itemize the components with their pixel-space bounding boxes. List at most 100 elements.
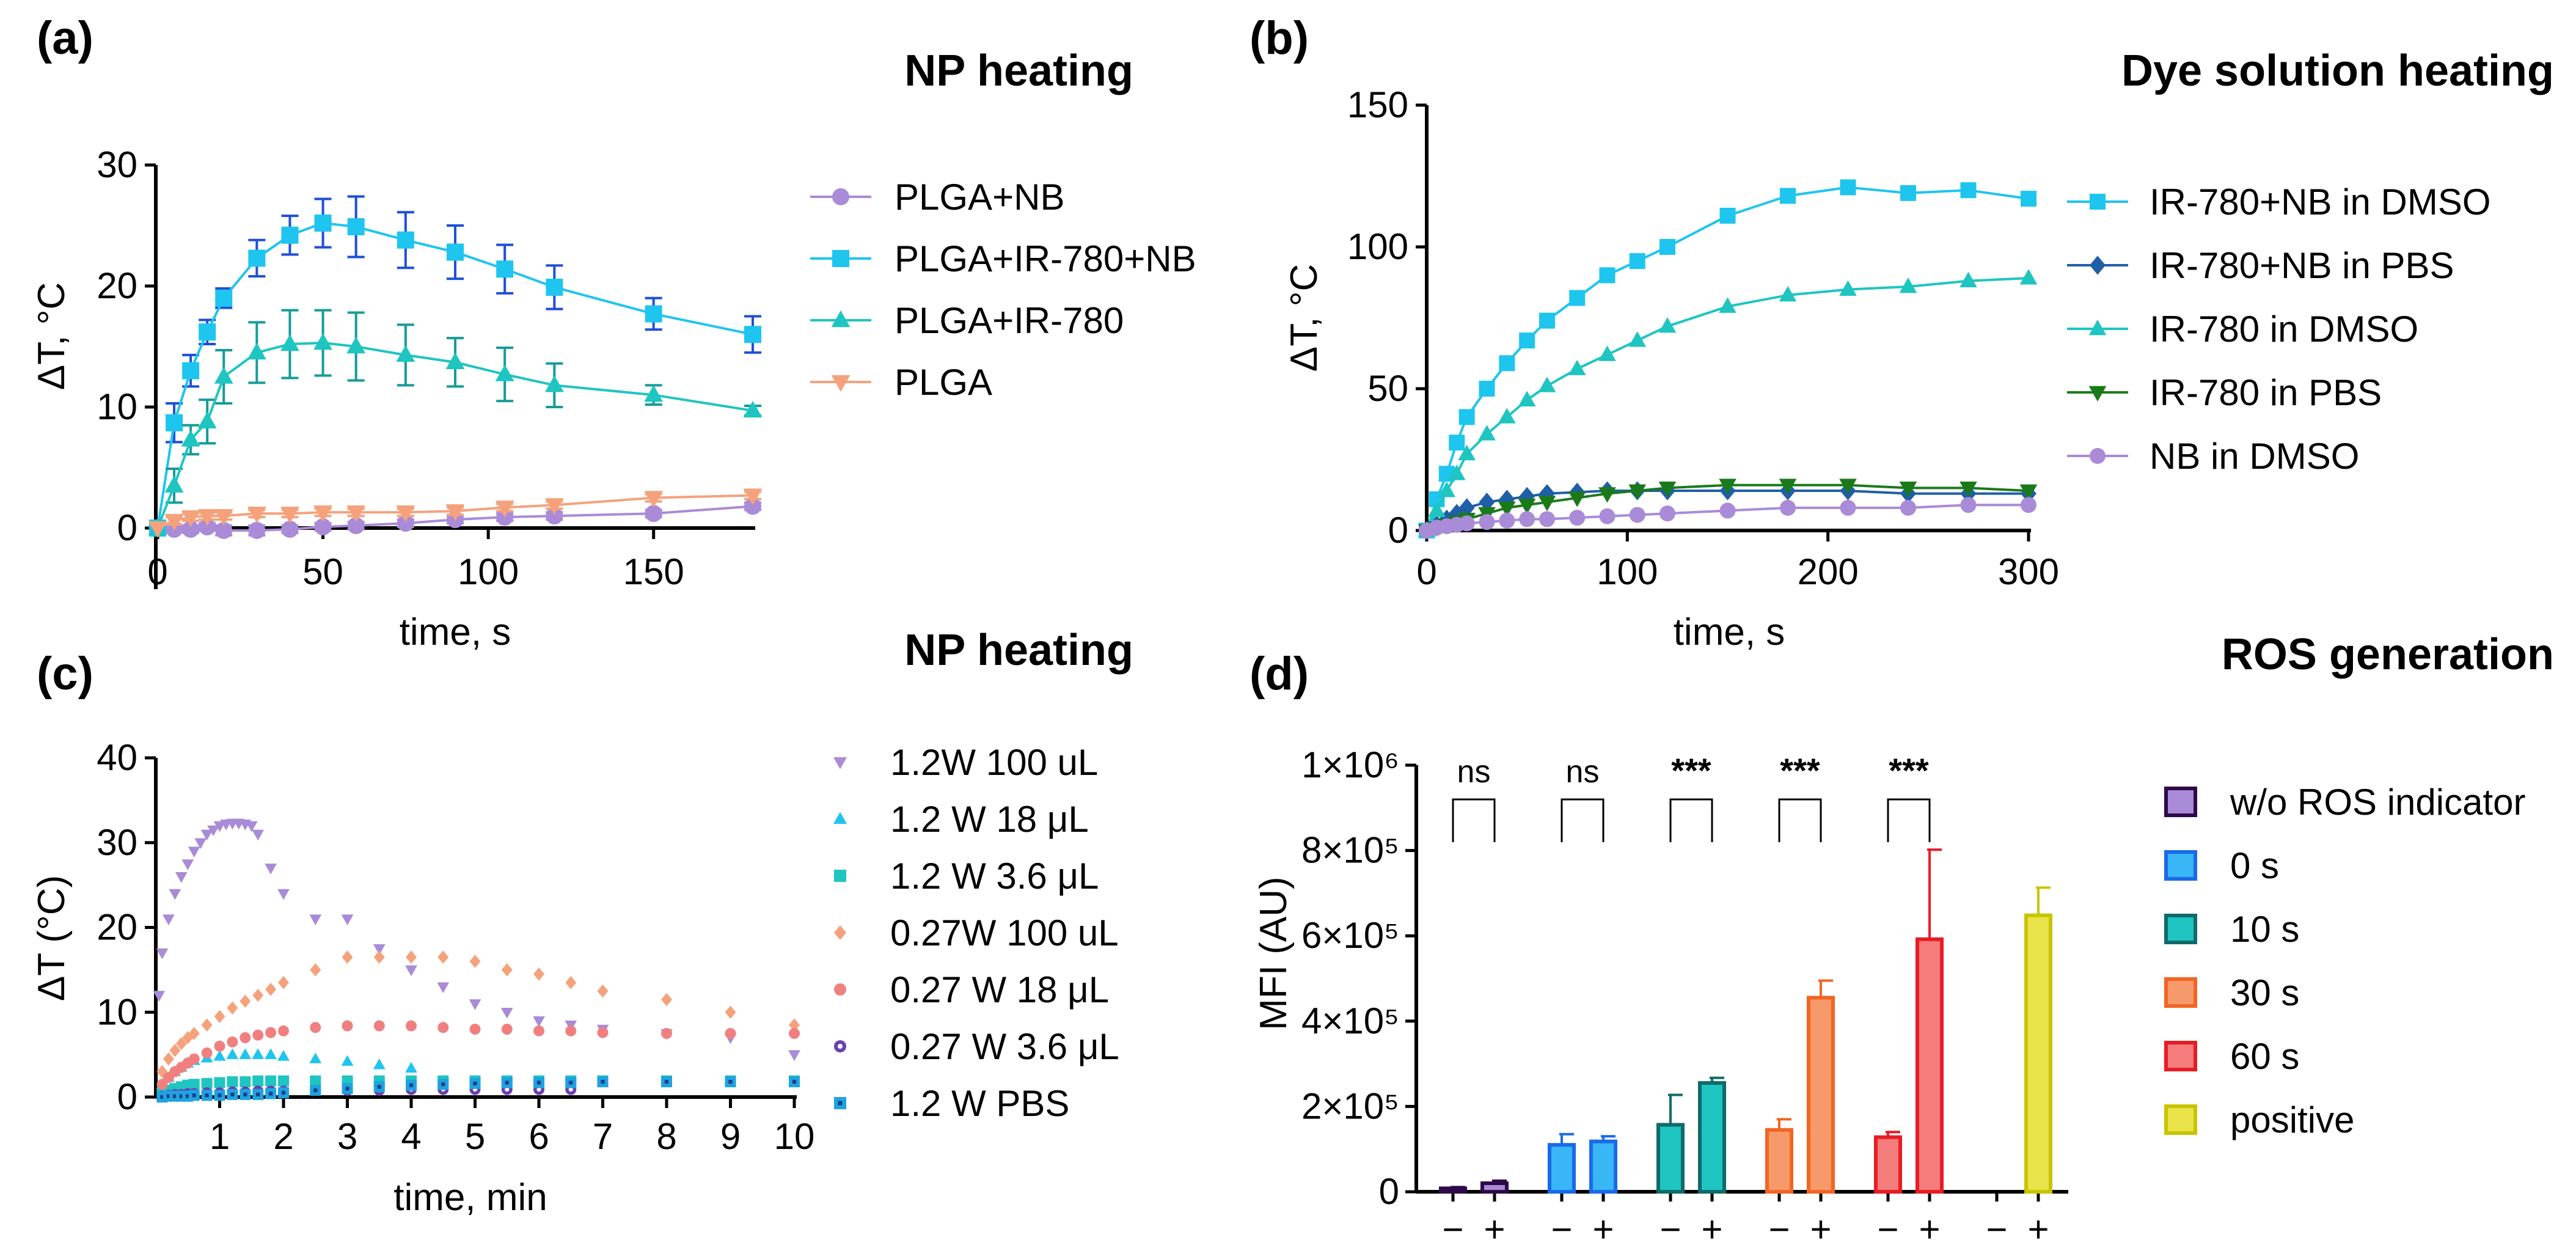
data-point-dot: [728, 1079, 733, 1084]
panel-c-title: NP heating: [904, 626, 1133, 675]
series-2: [148, 309, 763, 535]
y-tick-label: 150: [1347, 84, 1408, 125]
legend-item: PLGA+NB: [810, 177, 1064, 218]
data-point: [1628, 331, 1647, 347]
data-point: [743, 488, 763, 505]
y-tick-label: 0: [117, 1076, 137, 1117]
data-point: [265, 1027, 277, 1038]
data-point: [313, 505, 332, 523]
legend-swatch: [2164, 977, 2197, 1008]
data-point: [181, 430, 200, 447]
data-point: [744, 326, 761, 343]
data-point-dot: [569, 1081, 573, 1085]
data-point: [1539, 312, 1555, 329]
data-point: [309, 914, 322, 925]
data-point: [1499, 355, 1515, 372]
data-point: [252, 988, 264, 1002]
x-tick-label: 2: [273, 1116, 293, 1157]
data-point: [788, 1050, 800, 1061]
data-point-dot: [218, 1093, 222, 1098]
x-tick-label: +: [1810, 1209, 1831, 1250]
data-point: [1658, 482, 1677, 497]
series-4: [1419, 497, 2036, 538]
data-point: [148, 521, 167, 538]
data-point: [163, 914, 175, 925]
data-point: [1458, 498, 1475, 518]
data-point-dot: [377, 1085, 381, 1089]
data-point: [1598, 487, 1616, 503]
data-point: [496, 260, 514, 278]
legend-marker: [831, 375, 851, 392]
significance-label: ***: [1671, 751, 1711, 790]
data-point: [546, 507, 563, 525]
data-point: [1839, 280, 1857, 296]
data-point: [405, 965, 417, 977]
data-point: [1899, 482, 1917, 497]
data-point: [661, 1027, 672, 1039]
legend-item: 10 s: [2164, 909, 2299, 950]
significance-bracket: [1561, 798, 1605, 842]
legend-marker-dot: [838, 1101, 843, 1106]
data-point-dot: [230, 1092, 235, 1096]
data-point: [1899, 277, 1917, 293]
bar: [1480, 1181, 1509, 1194]
x-tick-label: −: [1442, 1209, 1463, 1250]
data-point: [1478, 425, 1496, 441]
data-point: [281, 226, 299, 244]
legend-item: NB in DMSO: [2067, 436, 2359, 477]
data-point: [396, 505, 415, 523]
data-point: [397, 515, 414, 532]
data-point: [252, 1048, 265, 1059]
data-point: [373, 944, 386, 955]
panel-d-ylabel: MFI (AU): [1253, 876, 1295, 1030]
data-point: [789, 1027, 800, 1039]
data-point: [1598, 345, 1616, 361]
series-1: [149, 195, 761, 537]
legend-label: PLGA+NB: [895, 177, 1064, 218]
series-3: [148, 488, 763, 538]
legend-label: w/o ROS indicator: [2230, 782, 2526, 823]
data-point: [405, 1062, 417, 1073]
data-point: [197, 411, 217, 428]
legend-item: 1.2 W 3.6 μL: [834, 856, 1099, 897]
data-point: [469, 1024, 481, 1035]
data-point: [248, 249, 266, 267]
data-point-dot: [505, 1087, 510, 1092]
x-tick-label: 5: [465, 1116, 485, 1157]
legend-label: 0.27 W 18 μL: [890, 969, 1109, 1010]
panel-a-axes: 0 10 20 30 0 50 100 150: [97, 144, 755, 592]
data-point: [1458, 409, 1475, 425]
data-point: [1499, 512, 1515, 529]
series-2: [1418, 269, 2038, 537]
x-tick-label: −: [1768, 1209, 1790, 1250]
panel-c-legend: 1.2W 100 uL 1.2 W 18 μL 1.2 W 3.6 μL 0.27W …: [833, 742, 1119, 1124]
data-point: [188, 846, 200, 857]
legend-item: 60 s: [2164, 1036, 2299, 1077]
x-tick-label: 100: [1597, 551, 1658, 592]
data-point-dot: [601, 1079, 605, 1084]
data-point: [280, 334, 299, 351]
data-point: [1479, 381, 1495, 397]
panel-b: (b) Dye solution heating 0 50 100 150 0 100 20…: [1250, 12, 2554, 653]
y-tick-label: 6×10⁵: [1301, 915, 1399, 956]
bar: [1916, 937, 1944, 1194]
data-point: [188, 1079, 200, 1090]
data-point: [1719, 502, 1736, 519]
x-tick-label: 3: [337, 1116, 357, 1157]
legend-item: IR-780 in DMSO: [2067, 309, 2418, 350]
panel-d: (d) ROS generation 0 2×10⁵ 4×10⁵ 6×10⁵ 8×10⁵…: [1250, 630, 2554, 1250]
x-tick-label: 4: [401, 1116, 421, 1157]
data-point: [277, 889, 290, 900]
data-point: [164, 475, 184, 493]
data-point: [1840, 499, 1856, 516]
data-point: [1780, 188, 1796, 204]
data-point: [789, 1018, 800, 1032]
legend-label: 10 s: [2230, 909, 2299, 950]
data-point: [1599, 267, 1615, 284]
data-point: [1428, 501, 1446, 517]
data-point: [245, 821, 258, 832]
data-point: [194, 838, 207, 850]
data-point: [1568, 359, 1586, 375]
data-point: [201, 1047, 213, 1059]
